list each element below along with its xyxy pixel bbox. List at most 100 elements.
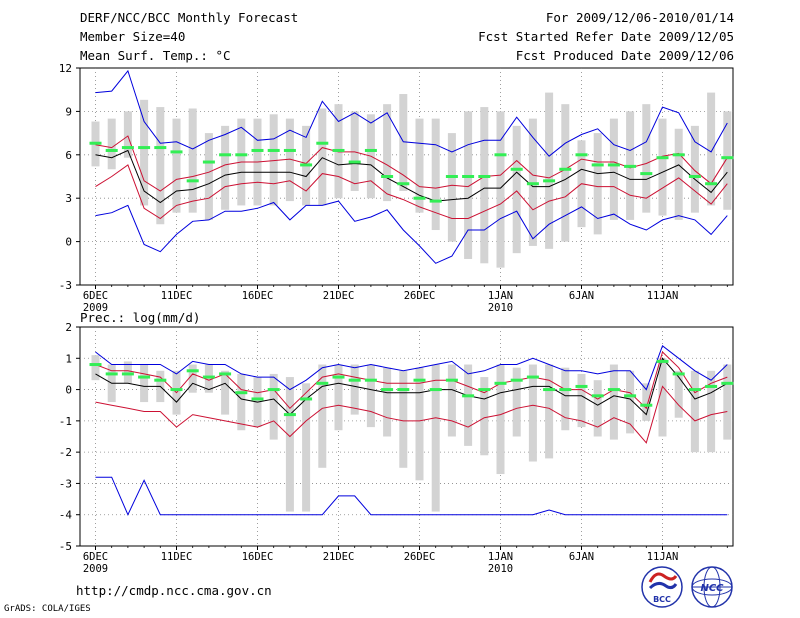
temp-spread-box — [707, 92, 716, 206]
temp-spread-box — [204, 133, 213, 220]
prec-x-tick-label: 16DEC — [242, 551, 274, 563]
prec-spread-box — [399, 370, 408, 468]
prec-blue-upper-line — [95, 344, 728, 391]
prec-spread-box — [593, 380, 602, 437]
ncc-logo-text: NCC — [700, 583, 724, 594]
prec-green-marker — [170, 388, 183, 392]
prec-green-marker — [348, 378, 361, 382]
temp-green-marker — [397, 182, 410, 186]
prec-ensemble-mean-line — [95, 357, 728, 416]
prec-green-marker — [121, 372, 134, 376]
prec-spread-box — [204, 364, 213, 393]
prec-spread-box — [642, 383, 651, 421]
prec-spread-box — [690, 370, 699, 453]
chart-title: DERF/NCC/BCC Monthly Forecast — [80, 10, 299, 25]
temp-y-tick-label: 12 — [59, 62, 72, 75]
prec-green-marker — [267, 388, 280, 392]
bcc-logo-text: BCC — [653, 595, 671, 604]
temp-green-marker — [640, 172, 653, 176]
prec-green-marker — [575, 384, 588, 388]
variable-label: Mean Surf. Temp.: °C — [80, 48, 231, 63]
forecast-produced-date: Fcst Produced Date 2009/12/06 — [515, 48, 734, 63]
temp-green-marker — [478, 175, 491, 178]
temp-x-tick-label: 6DEC — [83, 290, 108, 302]
temp-spread-box — [593, 133, 602, 235]
prec-spread-box — [577, 373, 586, 428]
temp-green-marker — [332, 148, 345, 152]
prec-x-tick-label: 11JAN — [647, 551, 679, 563]
prec-green-marker — [413, 378, 426, 382]
temp-x-tick-label: 11DEC — [161, 290, 193, 302]
prec-green-marker — [721, 381, 734, 385]
prec-green-marker — [478, 388, 491, 392]
temp-green-marker — [721, 156, 734, 160]
temp-green-marker — [316, 141, 329, 145]
prec-spread-box — [512, 367, 521, 437]
temp-spread-box — [690, 125, 699, 213]
prec-spread-box — [123, 361, 132, 384]
prec-green-marker — [397, 388, 410, 392]
prec-green-marker — [543, 388, 556, 392]
prec-spread-box — [545, 364, 554, 459]
prec-spread-box — [528, 364, 537, 462]
temp-green-marker — [607, 163, 620, 167]
temp-spread-box — [156, 107, 165, 225]
temp-spread-box — [609, 118, 618, 220]
prec-spread-box — [285, 377, 294, 512]
member-size: Member Size=40 — [80, 29, 186, 44]
ncc-logo: NCC — [691, 566, 733, 608]
prec-y-tick-label: -2 — [59, 446, 72, 459]
prec-spread-box — [723, 364, 732, 440]
prec-green-marker — [462, 394, 475, 398]
prec-green-marker — [656, 359, 669, 363]
temp-green-marker — [559, 167, 572, 171]
prec-x-tick-label: 26DEC — [404, 551, 436, 563]
forecast-period: For 2009/12/06-2010/01/14 — [545, 10, 734, 25]
prec-red-upper-line — [95, 351, 728, 410]
temp-spread-box — [480, 107, 489, 264]
temp-x-tick-year: 2010 — [488, 302, 513, 314]
temp-green-marker — [300, 163, 313, 167]
prec-green-marker — [138, 375, 151, 379]
prec-red-lower-line — [95, 385, 728, 444]
temp-green-marker — [624, 164, 637, 168]
temp-x-tick-label: 26DEC — [404, 290, 436, 302]
temp-spread-box — [447, 133, 456, 242]
prec-green-marker — [283, 413, 296, 417]
temp-green-marker — [89, 141, 102, 145]
temp-ensemble-mean-line — [95, 149, 728, 204]
temp-green-marker — [121, 146, 134, 150]
prec-y-tick-label: 1 — [65, 352, 72, 365]
prec-green-marker — [672, 372, 685, 376]
temp-green-marker — [235, 153, 248, 157]
temp-green-marker — [705, 182, 718, 186]
prec-green-marker — [154, 378, 167, 382]
prec-x-tick-year: 2009 — [83, 563, 108, 575]
temp-green-marker — [462, 175, 475, 178]
prec-spread-box — [318, 364, 327, 468]
prec-spread-box — [609, 364, 618, 440]
temp-y-tick-label: -3 — [59, 279, 72, 292]
temp-green-marker — [688, 175, 701, 178]
temp-green-marker — [575, 153, 588, 157]
prec-green-marker — [186, 369, 199, 373]
source-url[interactable]: http://cmdp.ncc.cma.gov.cn — [76, 583, 272, 598]
prec-spread-box — [561, 367, 570, 431]
temp-spread-box — [545, 92, 554, 249]
temp-green-marker — [494, 153, 507, 157]
prec-spread-box — [91, 355, 100, 381]
prec-spread-box — [658, 358, 667, 437]
temp-x-tick-label: 1JAN — [488, 290, 513, 302]
prec-spread-box — [350, 364, 359, 415]
prec-green-marker — [300, 397, 313, 401]
temp-x-tick-label: 21DEC — [323, 290, 355, 302]
prec-green-marker — [607, 388, 620, 392]
prec-y-tick-label: -5 — [59, 540, 72, 553]
prec-green-marker — [202, 375, 215, 379]
temp-x-tick-label: 11JAN — [647, 290, 679, 302]
prec-spread-box — [415, 367, 424, 481]
prec-x-tick-label: 21DEC — [323, 551, 355, 563]
